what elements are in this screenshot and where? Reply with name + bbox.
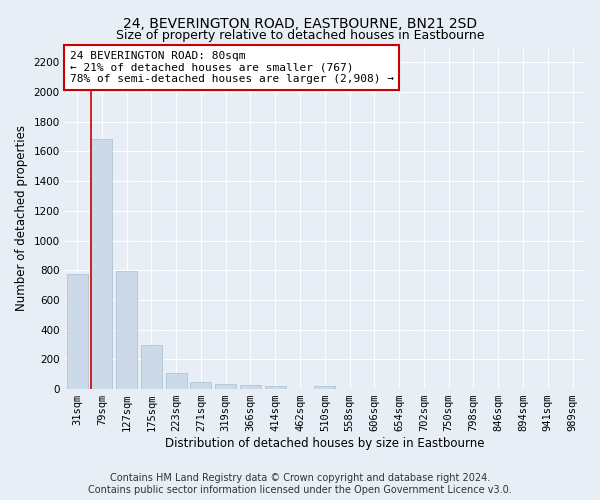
Bar xyxy=(116,271,137,389)
Bar xyxy=(91,139,112,389)
Bar xyxy=(67,274,88,389)
Bar xyxy=(190,382,211,389)
Bar xyxy=(215,384,236,389)
Bar xyxy=(265,386,286,389)
X-axis label: Distribution of detached houses by size in Eastbourne: Distribution of detached houses by size … xyxy=(165,437,485,450)
Text: Size of property relative to detached houses in Eastbourne: Size of property relative to detached ho… xyxy=(116,29,484,42)
Bar xyxy=(141,344,162,389)
Bar xyxy=(240,386,261,389)
Text: 24 BEVERINGTON ROAD: 80sqm
← 21% of detached houses are smaller (767)
78% of sem: 24 BEVERINGTON ROAD: 80sqm ← 21% of deta… xyxy=(70,51,394,84)
Y-axis label: Number of detached properties: Number of detached properties xyxy=(15,126,28,312)
Text: Contains HM Land Registry data © Crown copyright and database right 2024.
Contai: Contains HM Land Registry data © Crown c… xyxy=(88,474,512,495)
Bar xyxy=(166,372,187,389)
Bar xyxy=(314,386,335,389)
Text: 24, BEVERINGTON ROAD, EASTBOURNE, BN21 2SD: 24, BEVERINGTON ROAD, EASTBOURNE, BN21 2… xyxy=(123,18,477,32)
